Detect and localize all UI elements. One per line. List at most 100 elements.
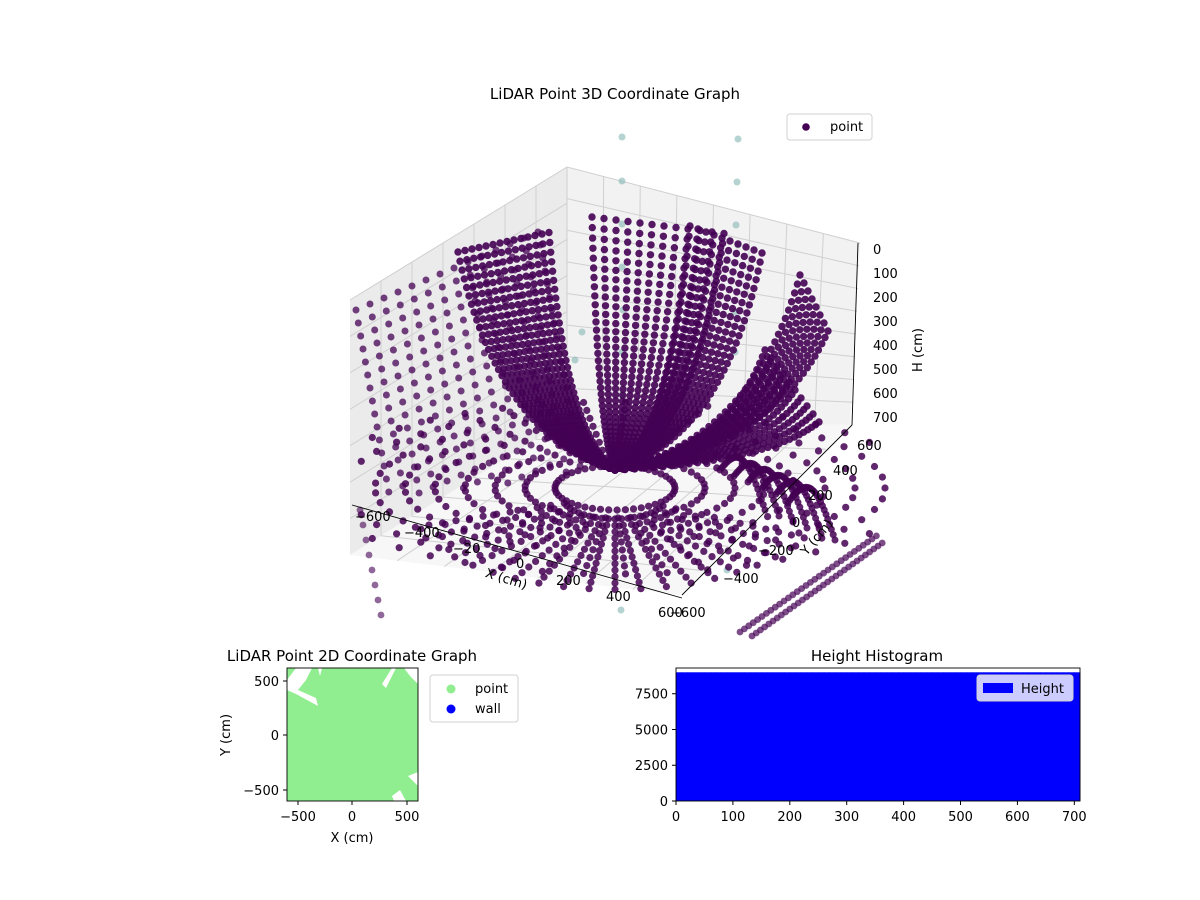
lidar-point [663, 569, 671, 577]
lidar-point [493, 336, 501, 345]
lidar-point [697, 338, 705, 346]
lidar-point [604, 384, 612, 392]
lidar-point [611, 397, 620, 405]
lidar-point [751, 447, 760, 455]
lidar-point [645, 270, 654, 278]
lidar-point [499, 369, 507, 377]
histogram-bar [681, 672, 688, 801]
lidar-point [611, 378, 620, 387]
lidar-point [676, 363, 685, 371]
lidar-point [724, 547, 732, 555]
lidar-point [552, 294, 560, 302]
lidar-point [673, 323, 681, 331]
lidar-point [761, 384, 769, 392]
histogram-bar [767, 672, 774, 801]
lidar-point [803, 339, 811, 347]
lidar-point [536, 325, 544, 333]
lidar-point [741, 399, 749, 407]
lidar-point [626, 547, 635, 555]
lidar-point [677, 567, 685, 575]
lidar-point [536, 528, 544, 536]
lidar-point [685, 232, 693, 240]
lidar-point [604, 515, 613, 523]
lidar-point [748, 255, 756, 263]
lidar-point [619, 521, 627, 529]
lidar-point [721, 328, 730, 336]
lidar-point [744, 394, 753, 402]
lidar-point [740, 290, 748, 298]
lidar-point [707, 348, 716, 356]
lidar-point [530, 542, 539, 550]
lidar-point [472, 263, 480, 272]
lidar-point [818, 340, 826, 348]
lidar-point [691, 302, 699, 310]
lidar-point [641, 525, 649, 534]
histogram-bar [1017, 672, 1024, 801]
lidar-point [633, 296, 641, 304]
lidar-point [621, 344, 629, 352]
lidar-point [878, 539, 886, 547]
lidar-point [620, 562, 629, 570]
lidar-point [536, 444, 544, 452]
lidar-point [587, 533, 596, 541]
histogram-bar [875, 672, 882, 801]
lidar-point [519, 448, 527, 456]
lidar-point [716, 343, 725, 351]
lidar-point [653, 368, 662, 376]
lidar-point [678, 356, 687, 364]
lidar-point [508, 337, 516, 345]
lidar-point [719, 310, 727, 319]
x-axis-line [351, 504, 683, 599]
lidar-point [730, 479, 738, 487]
lidar-point [717, 372, 725, 380]
lidar-point [457, 303, 465, 311]
x-tick-label: 0 [672, 810, 680, 825]
lidar-point [702, 362, 710, 370]
lidar-point [851, 484, 859, 492]
lidar-point [354, 319, 362, 327]
lidar-point [676, 307, 684, 315]
histogram-bar [698, 672, 705, 801]
lidar-point [487, 270, 495, 278]
lidar-point [629, 359, 637, 367]
lidar-point [408, 282, 416, 290]
lidar-point [611, 402, 620, 411]
lidar-point [352, 306, 360, 314]
lidar-point [536, 279, 545, 287]
lidar-point [497, 248, 506, 257]
lidar-point [746, 264, 755, 272]
lidar-point [739, 389, 748, 397]
lidar-point [612, 276, 620, 284]
wall-point [618, 133, 626, 141]
lidar-point [627, 379, 635, 388]
lidar-point [625, 403, 633, 411]
lidar-point [511, 246, 519, 254]
histogram-bar [886, 672, 893, 801]
lidar-point [645, 551, 653, 560]
lidar-point [542, 313, 550, 321]
lidar-point [611, 560, 619, 568]
lidar-point [540, 305, 549, 313]
lidar-point [459, 537, 467, 545]
lidar-point [666, 555, 675, 563]
lidar-point [516, 528, 524, 536]
lidar-point [601, 265, 609, 273]
lidar-point [452, 445, 460, 453]
lidar-point [413, 308, 421, 316]
lidar-point [538, 287, 546, 296]
lidar-point [483, 278, 491, 286]
lidar-point [785, 334, 793, 342]
lidar-point [604, 390, 613, 399]
lidar-point [632, 566, 640, 574]
lidar-point [506, 558, 514, 566]
lidar-point [543, 344, 551, 353]
lidar-point [539, 296, 547, 304]
lidar-point [656, 271, 665, 279]
lidar-point [738, 298, 746, 307]
lidar-point [799, 369, 807, 377]
lidar-point [634, 278, 642, 286]
histogram-bar [1006, 672, 1013, 801]
lidar-point [773, 362, 781, 370]
lidar-point [438, 283, 446, 291]
lidar-point [620, 372, 628, 381]
